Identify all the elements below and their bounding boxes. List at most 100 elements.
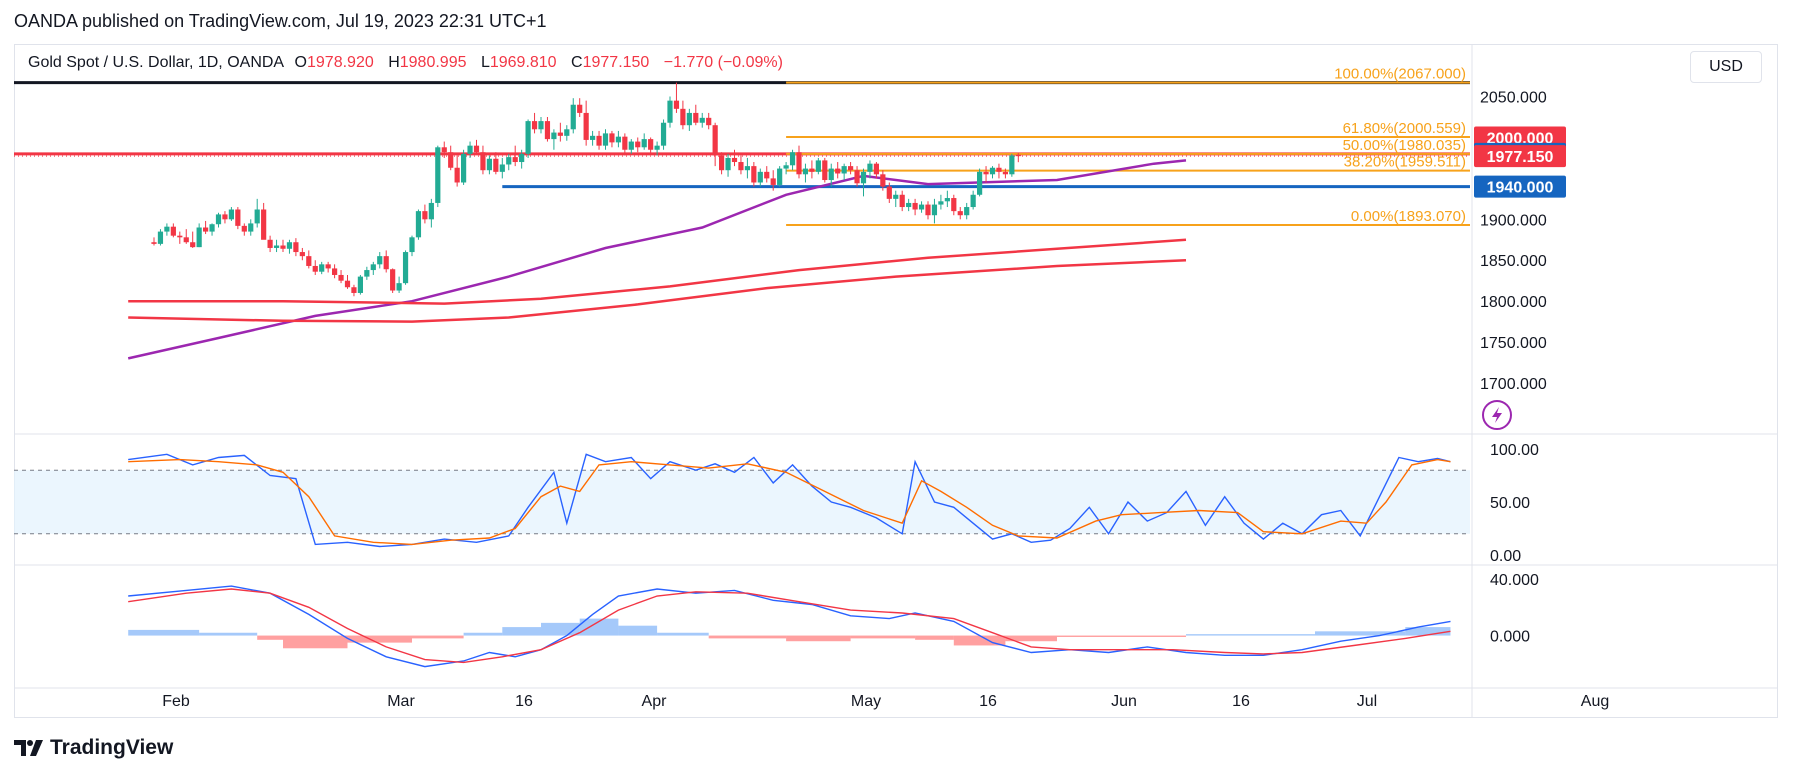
- candle: [648, 137, 654, 154]
- candle: [319, 261, 325, 275]
- candle: [686, 108, 692, 131]
- candle: [1009, 153, 1015, 177]
- brand-name: TradingView: [50, 736, 174, 759]
- candle-body: [344, 280, 351, 288]
- lightning-icon[interactable]: [1482, 400, 1512, 430]
- candle-body: [1002, 171, 1008, 175]
- candle-body: [880, 174, 886, 187]
- candle: [299, 247, 305, 261]
- candle: [306, 250, 312, 269]
- candle: [622, 133, 628, 156]
- candle-body: [415, 211, 422, 238]
- candle: [370, 261, 376, 275]
- moving-average-line: [128, 258, 1187, 323]
- candle: [551, 129, 557, 150]
- candle: [899, 190, 905, 212]
- macd-tick-label: 40.000: [1490, 572, 1539, 589]
- candle: [203, 220, 209, 235]
- candle: [177, 231, 183, 244]
- candle: [983, 166, 989, 183]
- candle-body: [686, 112, 692, 126]
- candle: [402, 250, 409, 285]
- candle: [557, 122, 563, 142]
- macd-histogram-bar: [128, 629, 200, 636]
- fib-level-label: 50.00%(1980.035): [1343, 137, 1466, 154]
- candle-body: [731, 157, 738, 163]
- close-label: C: [571, 54, 583, 71]
- candle-body: [906, 202, 912, 208]
- symbol-title[interactable]: Gold Spot / U.S. Dollar, 1D, OANDA: [28, 54, 285, 71]
- candle-body: [918, 204, 925, 210]
- candle-body: [570, 104, 576, 130]
- candle-body: [493, 158, 499, 172]
- candle-body: [983, 171, 989, 175]
- candle-body: [757, 171, 763, 183]
- candle: [906, 198, 912, 212]
- candle-body: [196, 227, 202, 248]
- candle-body: [706, 117, 712, 126]
- candle: [764, 166, 770, 183]
- candle: [564, 125, 570, 141]
- candle-body: [912, 202, 918, 210]
- candle-body: [596, 135, 602, 146]
- candle: [660, 119, 667, 150]
- candle-body: [789, 152, 796, 166]
- candle: [441, 141, 447, 158]
- candle-body: [944, 198, 950, 202]
- candle-body: [383, 256, 389, 270]
- candle: [499, 157, 505, 179]
- x-axis-label: Jun: [1111, 693, 1137, 710]
- candle-body: [602, 133, 609, 146]
- candle-body: [854, 170, 860, 184]
- candle-body: [357, 276, 363, 293]
- candle: [570, 98, 576, 134]
- candle-body: [402, 252, 409, 284]
- candle: [873, 162, 879, 179]
- candle: [673, 82, 680, 113]
- candle-body: [396, 283, 402, 291]
- candle-body: [777, 168, 783, 185]
- candle-body: [654, 145, 660, 150]
- candle: [925, 201, 931, 220]
- candle-body: [835, 168, 841, 174]
- candle: [531, 112, 538, 134]
- currency-selector[interactable]: USD: [1690, 51, 1762, 83]
- candle-body: [286, 242, 293, 249]
- candle: [751, 162, 757, 187]
- candle: [390, 268, 396, 293]
- candle: [293, 238, 299, 257]
- candle: [209, 223, 215, 236]
- candle-body: [893, 194, 899, 199]
- moving-average-line: [128, 238, 1187, 305]
- candle-body: [325, 264, 331, 269]
- brand[interactable]: TradingView: [14, 736, 173, 760]
- candle: [725, 153, 731, 177]
- candle: [815, 157, 821, 175]
- candle-body: [680, 108, 686, 126]
- candle-body: [525, 121, 531, 154]
- candle-body: [660, 122, 667, 146]
- stochastic-tick-label: 0.00: [1490, 548, 1521, 565]
- price-tick-label: 1900.000: [1480, 212, 1547, 229]
- candle: [454, 155, 460, 187]
- candle: [538, 117, 544, 134]
- candle: [267, 235, 273, 253]
- candle-body: [306, 256, 312, 266]
- candle: [970, 190, 976, 210]
- candle-body: [228, 209, 234, 220]
- candle: [241, 223, 247, 236]
- candle: [409, 235, 415, 257]
- candle-body: [486, 158, 492, 171]
- candle-body: [764, 171, 770, 179]
- candle: [835, 162, 841, 179]
- candle-body: [364, 270, 370, 277]
- candle-body: [299, 252, 305, 257]
- candle: [931, 198, 938, 224]
- price-badge-label: 1940.000: [1487, 180, 1554, 197]
- candle: [228, 207, 234, 221]
- macd-histogram-bar: [915, 635, 954, 640]
- candle: [157, 229, 164, 246]
- candle-body: [183, 237, 189, 243]
- candle: [770, 170, 776, 191]
